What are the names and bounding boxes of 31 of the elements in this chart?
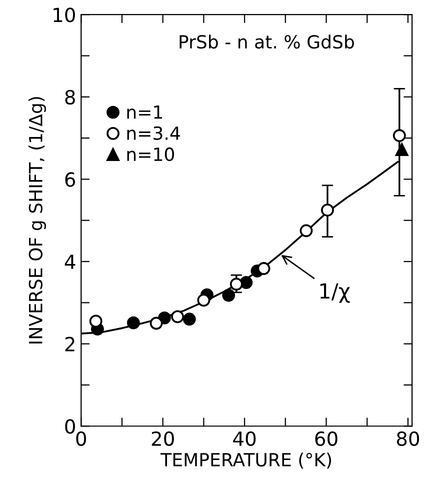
point — [197, 294, 210, 307]
point — [150, 316, 163, 330]
y-axis-title: INVERSE OF g SHIFT, (1/Δg) — [28, 97, 46, 344]
y-tick-label: 10 — [54, 8, 75, 22]
y-tick-label: 6 — [65, 172, 76, 187]
y-tick-label: 4 — [64, 254, 76, 269]
x-tick-label: 40 — [233, 431, 256, 446]
x-axis-title: TEMPERATURE (°K) — [160, 452, 332, 469]
x-tick-label: 80 — [396, 431, 420, 446]
x-tick-label: 0 — [76, 431, 86, 446]
x-tick-label: 60 — [315, 431, 338, 446]
point — [89, 314, 102, 328]
y-tick-label: 0 — [65, 419, 75, 434]
x-tick-label: 20 — [152, 431, 174, 446]
point — [230, 278, 243, 291]
point — [182, 312, 196, 326]
point — [126, 316, 140, 330]
legend-label: n=3.4 — [127, 126, 180, 140]
annotation: PrSb - n at. % GdSb — [180, 34, 354, 49]
point — [392, 129, 406, 142]
legend-label: n=10 — [127, 147, 174, 162]
point — [395, 143, 408, 156]
y-tick-label: 8 — [65, 90, 75, 105]
annotation: 1/χ — [320, 283, 350, 303]
legend-label: n=1 — [127, 105, 162, 119]
y-tick-label: 2 — [65, 336, 74, 352]
point — [321, 204, 334, 217]
point — [300, 224, 313, 238]
point — [257, 262, 270, 275]
point — [222, 288, 236, 302]
point — [171, 310, 184, 324]
